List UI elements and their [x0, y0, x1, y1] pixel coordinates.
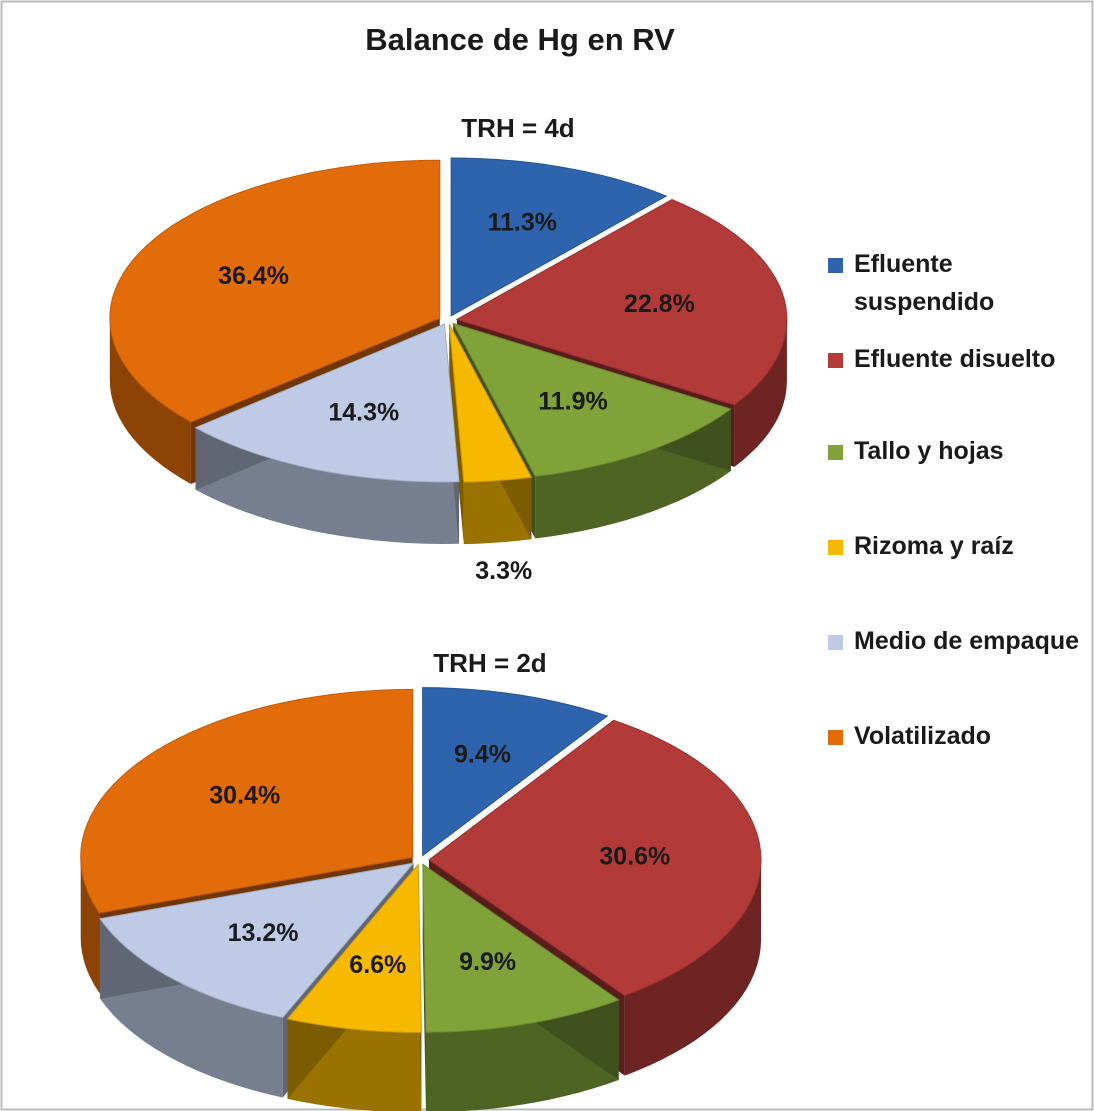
data-label: 9.4% [454, 741, 511, 769]
legend-item: Efluente suspendido [828, 245, 1090, 321]
legend-item: Volatilizado [828, 717, 1090, 755]
legend-item: Medio de empaque [828, 622, 1090, 660]
slice [286, 863, 422, 1034]
legend-label: Rizoma y raíz [854, 532, 1014, 560]
slice [422, 863, 620, 1033]
pie-title: TRH = 4d [461, 113, 574, 143]
legend-label: Volatilizado [854, 722, 992, 750]
slice [80, 688, 414, 914]
slice [448, 324, 533, 483]
slice [194, 323, 460, 483]
legend-item: Efluente disuelto [828, 340, 1090, 378]
slice [422, 687, 609, 857]
legend-swatch [828, 730, 843, 745]
data-label: 11.3% [487, 209, 557, 237]
data-label: 14.3% [328, 399, 399, 427]
data-label: 30.4% [209, 782, 280, 810]
slice-cut [449, 324, 464, 545]
data-label: 3.3% [475, 557, 532, 585]
legend-label: Efluente disuelto [854, 345, 1056, 373]
data-label: 36.4% [218, 262, 289, 290]
legend-swatch [828, 353, 843, 368]
legend-swatch [828, 540, 843, 555]
slice [109, 159, 441, 423]
legend-label: Efluente suspendido [854, 250, 995, 316]
legend-swatch [828, 258, 843, 273]
legend-label: Tallo y hojas [854, 437, 1004, 465]
slice-side [734, 319, 787, 467]
pie-title: TRH = 2d [433, 648, 546, 678]
slice-side [109, 318, 191, 484]
slice [455, 199, 788, 406]
slice [450, 157, 668, 317]
legend-item: Tallo y hojas [828, 432, 1090, 470]
legend-swatch [828, 635, 843, 650]
data-label: 6.6% [349, 951, 406, 979]
chart-title: Balance de Hg en RV [365, 22, 675, 57]
legend-label: Medio de empaque [854, 627, 1080, 655]
data-label: 9.9% [459, 948, 516, 976]
data-label: 22.8% [624, 290, 695, 318]
slice-side [80, 857, 100, 993]
legend-item: Rizoma y raíz [828, 527, 1090, 565]
slice [428, 719, 762, 997]
slice-side [624, 859, 761, 1076]
slice [99, 862, 415, 1019]
data-label: 30.6% [599, 842, 670, 870]
data-label: 11.9% [538, 388, 608, 416]
slice [452, 322, 732, 478]
legend-swatch [828, 445, 843, 460]
data-label: 13.2% [228, 919, 299, 947]
